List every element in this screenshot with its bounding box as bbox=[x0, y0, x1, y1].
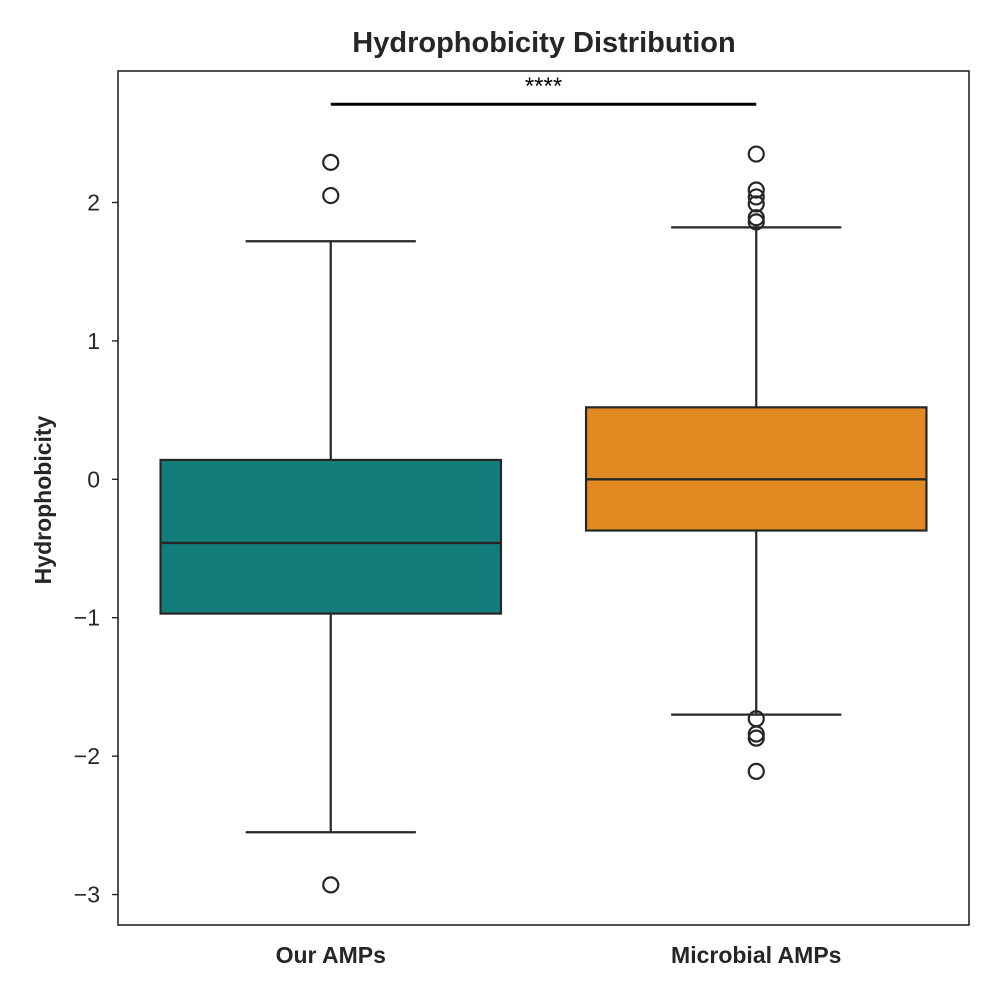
outlier-point bbox=[747, 145, 765, 163]
outlier-point bbox=[747, 195, 765, 213]
y-tick-label: −1 bbox=[74, 605, 100, 631]
outlier-point bbox=[322, 186, 340, 205]
x-category-label: Our AMPs bbox=[276, 942, 386, 968]
y-tick-label: −2 bbox=[74, 743, 100, 769]
chart-title: Hydrophobicity Distribution bbox=[352, 27, 735, 59]
iqr-box bbox=[584, 406, 928, 532]
plot-area-frame bbox=[117, 70, 970, 926]
outlier-point bbox=[747, 762, 765, 780]
y-tick-label: 2 bbox=[87, 189, 100, 215]
significance-label: **** bbox=[525, 73, 562, 100]
y-tick-label: 1 bbox=[87, 328, 100, 354]
y-tick-label: −3 bbox=[74, 882, 100, 908]
iqr-box bbox=[159, 458, 503, 615]
box-group bbox=[159, 153, 503, 894]
outlier-point bbox=[747, 188, 765, 206]
outlier-point bbox=[322, 876, 340, 894]
y-tick-label: 0 bbox=[87, 466, 100, 492]
outlier-point bbox=[322, 153, 340, 171]
outlier-point bbox=[747, 181, 765, 199]
chart-marks: −3 −2 −1 0 1 2 Our AMPs Microbial AMPs **** bbox=[74, 73, 928, 968]
x-category-label: Microbial AMPs bbox=[671, 942, 841, 968]
box-group bbox=[584, 145, 928, 780]
outlier-point bbox=[747, 209, 765, 227]
outlier-point bbox=[747, 710, 765, 728]
y-axis-label: Hydrophobicity bbox=[30, 415, 56, 584]
